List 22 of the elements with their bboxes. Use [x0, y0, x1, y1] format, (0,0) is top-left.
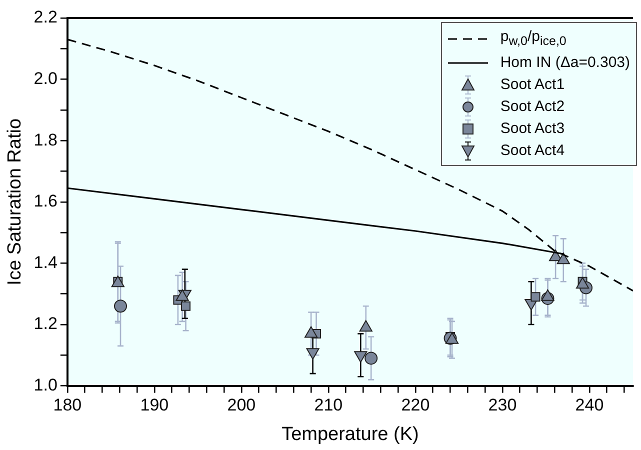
- x-tick-label: 240: [575, 396, 604, 415]
- y-tick-label: 2.2: [34, 8, 58, 27]
- y-axis-title: Ice Saturation Ratio: [4, 118, 26, 286]
- legend-label: Soot Act4: [500, 141, 565, 161]
- y-tick-label: 1.0: [34, 375, 58, 394]
- y-tick-label: 2.0: [34, 68, 58, 88]
- legend-label: p$_{w,0}$/p$_{ice,0}$: [500, 27, 566, 50]
- legend-label: Soot Act1: [500, 75, 565, 95]
- y-tick-label: 1.8: [34, 130, 58, 150]
- x-tick-label: 230: [488, 396, 517, 415]
- legend-label: Hom IN (Δa=0.303): [500, 53, 630, 73]
- x-tick-label: 220: [401, 396, 430, 415]
- x-axis-title: Temperature (K): [282, 424, 419, 445]
- x-tick-label: 210: [314, 396, 343, 415]
- y-tick-label: 1.2: [34, 314, 58, 334]
- legend-label: Soot Act3: [500, 119, 565, 139]
- x-tick-label: 200: [227, 396, 256, 415]
- x-tick-label: 190: [140, 396, 169, 415]
- legend-label: Soot Act2: [500, 97, 565, 117]
- y-tick-label: 1.6: [34, 192, 58, 211]
- x-tick-label: 180: [53, 396, 82, 415]
- y-tick-label: 1.4: [34, 252, 58, 272]
